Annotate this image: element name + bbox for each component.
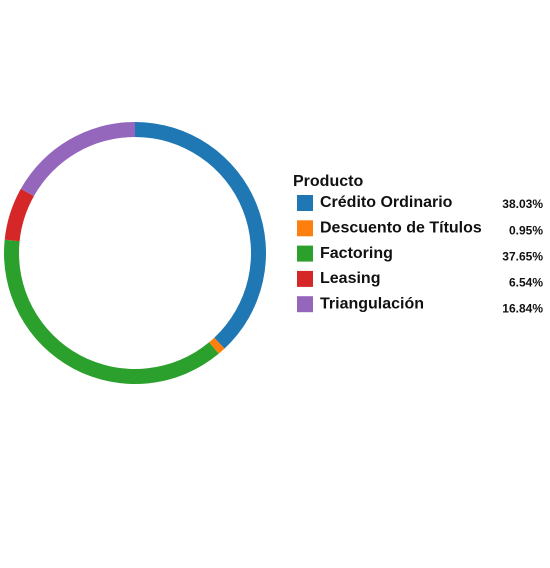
legend-swatch bbox=[297, 245, 313, 262]
legend-label: Factoring bbox=[320, 245, 393, 262]
donut-slice bbox=[135, 122, 266, 349]
donut-slice bbox=[209, 337, 225, 354]
value-label: 6.54% bbox=[509, 275, 543, 289]
value-label: 37.65% bbox=[502, 249, 543, 263]
legend-swatch bbox=[297, 296, 313, 313]
value-label: 0.95% bbox=[509, 223, 543, 237]
legend-label: Descuento de Títulos bbox=[320, 220, 482, 237]
legend-title: Producto bbox=[293, 173, 363, 190]
donut-slice bbox=[4, 188, 34, 242]
legend-swatch bbox=[297, 270, 313, 287]
legend-label: Crédito Ordinario bbox=[320, 194, 453, 211]
donut-slice bbox=[20, 122, 136, 197]
legend-label: Triangulación bbox=[320, 295, 424, 312]
legend-label: Leasing bbox=[320, 270, 380, 287]
donut-slice bbox=[4, 239, 219, 384]
legend-swatch bbox=[297, 195, 313, 211]
value-label: 38.03% bbox=[502, 197, 543, 211]
value-label: 16.84% bbox=[502, 302, 543, 316]
legend-swatch bbox=[297, 220, 313, 237]
